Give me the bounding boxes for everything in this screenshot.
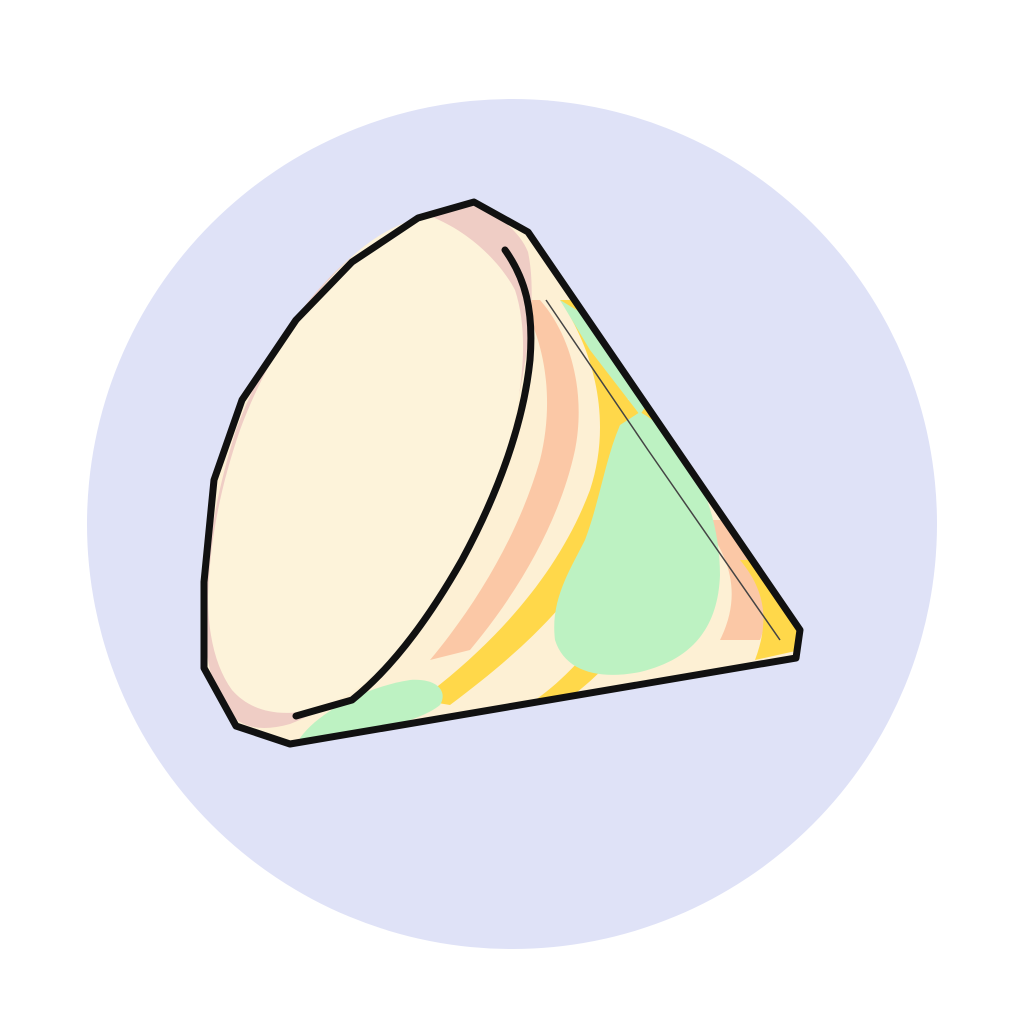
green-patch-small <box>300 679 443 744</box>
green-patch-large <box>554 412 720 675</box>
base-inner-outline <box>292 246 535 720</box>
cone-base-face <box>208 216 524 713</box>
green-patch-edge <box>560 300 650 415</box>
peach-stripe-inner <box>430 300 579 660</box>
cone-outline <box>200 198 804 748</box>
yellow-stripe-tip <box>740 560 800 660</box>
edge-hairline <box>545 299 781 641</box>
